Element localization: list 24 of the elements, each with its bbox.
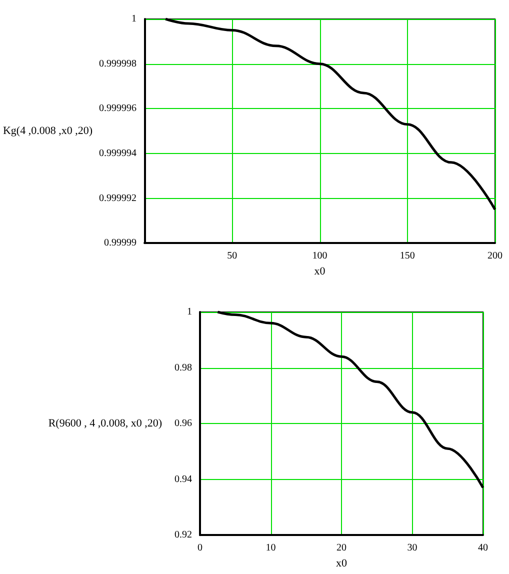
y-tick-label: 0.96 bbox=[174, 418, 192, 430]
y-tick-label: 0.999996 bbox=[99, 103, 137, 114]
y-tick-label: 0.999992 bbox=[99, 192, 137, 204]
x-axis-title: x0 bbox=[336, 558, 348, 570]
x-axis-title: x0 bbox=[314, 266, 326, 278]
x-tick-label: 200 bbox=[488, 250, 502, 262]
x-tick-label: 40 bbox=[478, 542, 488, 554]
y-tick-label: 0.999994 bbox=[99, 148, 137, 159]
y-tick-label: 1 bbox=[187, 306, 192, 318]
x-tick-label: 0 bbox=[198, 542, 202, 554]
x-tick-label: 100 bbox=[312, 250, 328, 262]
x-tick-label: 20 bbox=[336, 542, 346, 554]
y-tick-label: 0.98 bbox=[174, 362, 192, 374]
x-tick-label: 50 bbox=[227, 250, 238, 262]
x-tick-label: 30 bbox=[407, 542, 418, 554]
y-axis-title: R(9600 , 4 ,0.008, x0 ,20) bbox=[48, 418, 162, 430]
y-tick-label: 0.94 bbox=[174, 474, 192, 485]
x-tick-label: 10 bbox=[266, 542, 276, 554]
x-tick-label: 150 bbox=[400, 250, 415, 262]
y-tick-label: 0.999998 bbox=[99, 58, 137, 70]
y-tick-label: 0.92 bbox=[174, 530, 192, 541]
y-axis-title: Kg(4 ,0.008 ,x0 ,20) bbox=[2, 125, 93, 138]
y-tick-label: 0.99999 bbox=[104, 238, 137, 249]
y-tick-label: 1 bbox=[132, 14, 137, 24]
